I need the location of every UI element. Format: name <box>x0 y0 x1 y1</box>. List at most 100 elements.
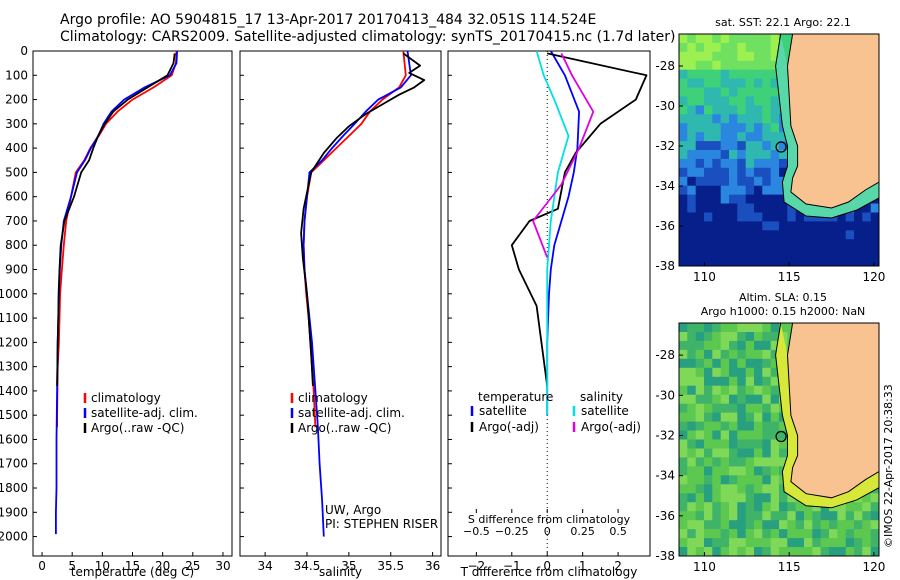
map-cell <box>695 105 705 115</box>
map-cell <box>695 34 705 44</box>
map-cell <box>729 51 738 62</box>
map-cell <box>720 511 730 521</box>
map-cell <box>770 323 780 333</box>
map-cell <box>687 547 697 556</box>
map-cell <box>729 158 738 169</box>
map-cell <box>679 176 688 187</box>
map-cell <box>862 502 872 512</box>
shelf-band <box>775 34 879 218</box>
map-cell <box>745 105 755 115</box>
map-cell <box>712 403 722 414</box>
legend-header: temperature <box>478 390 553 404</box>
map-cell <box>745 349 755 360</box>
x-tick-label: 115 <box>778 270 801 284</box>
map-cell <box>762 412 772 423</box>
map-cell <box>737 385 747 396</box>
map-cell <box>862 493 872 503</box>
map-cell <box>837 538 847 548</box>
map-cell <box>687 412 697 423</box>
map-cell <box>779 457 788 467</box>
map-cell <box>862 511 872 521</box>
map-cell <box>679 332 688 342</box>
map-cell <box>704 538 713 548</box>
map-cell <box>679 358 688 369</box>
map-cell <box>754 511 763 521</box>
map-cell <box>754 412 763 423</box>
map-cell <box>679 212 688 222</box>
map-cell <box>695 158 705 169</box>
y-tick-label: -28 <box>655 59 675 73</box>
map-cell <box>687 385 697 396</box>
map-cell <box>762 221 772 231</box>
map-cell <box>737 141 747 151</box>
map-cell <box>712 123 722 133</box>
map-cell <box>712 466 722 476</box>
map-cell <box>679 349 688 360</box>
map-cell <box>704 158 713 169</box>
map-cell <box>787 529 797 539</box>
map-cell <box>862 257 872 266</box>
y-tick-label: -30 <box>655 99 675 113</box>
map-cell <box>779 203 788 213</box>
y-tick-label: 1600 <box>0 432 28 446</box>
map-cell <box>770 69 780 80</box>
map-cell <box>695 114 705 124</box>
map-cell <box>754 547 763 556</box>
map-cell <box>679 502 688 512</box>
credit-text: ©IMOS 22-Apr-2017 20:38:33 <box>882 384 895 548</box>
map-cell <box>679 439 688 450</box>
map-cell <box>729 349 738 360</box>
map-cell <box>720 340 730 351</box>
map-cell <box>762 430 772 441</box>
map-cell <box>754 105 763 115</box>
map-cell <box>779 221 788 231</box>
map-frame <box>678 322 880 557</box>
map-cell <box>720 158 730 169</box>
map-cell <box>804 547 813 556</box>
map-cell <box>712 51 722 62</box>
map-cell <box>779 448 788 459</box>
map-cell <box>729 394 738 405</box>
map-cell <box>754 248 763 258</box>
map-cell <box>687 257 697 266</box>
map-cell <box>745 221 755 231</box>
map-cell <box>737 493 747 503</box>
map-cell <box>704 87 713 97</box>
map-cell <box>829 248 838 258</box>
map-cell <box>729 167 738 178</box>
map-cell <box>687 394 697 405</box>
map-cell <box>695 412 705 423</box>
map-cell <box>762 340 772 351</box>
map-cell <box>770 176 780 187</box>
y-tick-label: 0 <box>20 44 28 58</box>
map-cell <box>679 394 688 405</box>
map-cell <box>720 448 730 459</box>
map-cell <box>712 248 722 258</box>
map-cell <box>787 493 797 503</box>
map-cell <box>779 167 788 178</box>
map-cell <box>754 520 763 530</box>
map-cell <box>745 457 755 467</box>
map-cell <box>754 132 763 142</box>
y-tick-label: -28 <box>655 348 675 362</box>
map-cell <box>712 332 722 342</box>
map-cell <box>729 529 738 539</box>
map-cell <box>712 529 722 539</box>
map-cell <box>729 547 738 556</box>
shelf-contour <box>775 323 879 509</box>
map-cell <box>754 358 763 369</box>
x-tick-label: 0 <box>38 559 46 573</box>
map-cell <box>704 520 713 530</box>
map-cell <box>745 158 755 169</box>
map-cell <box>754 340 763 351</box>
map-cell <box>762 78 772 89</box>
map-cell <box>820 248 830 258</box>
map-cell <box>704 230 713 240</box>
map-cell <box>712 538 722 548</box>
map-cell <box>679 403 688 414</box>
legend-label: satellite-adj. clim. <box>298 406 405 420</box>
map-cell <box>762 502 772 512</box>
map-cell <box>754 502 763 512</box>
x-axis-label: salinity <box>319 565 362 579</box>
map-cell <box>729 150 738 160</box>
